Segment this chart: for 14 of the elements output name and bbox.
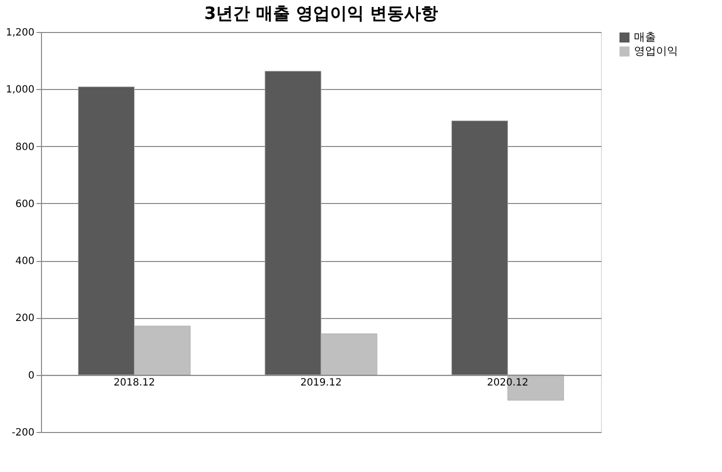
legend-label: 매출 [634,30,656,44]
x-tick-label: 2020.12 [486,377,528,388]
y-tick-label: 1,200 [6,28,34,38]
y-tick-label: 0 [28,370,34,382]
y-tick-label: 400 [15,256,34,268]
y-tick-label: -200 [12,428,34,438]
y-tick-label: 1,000 [6,84,34,96]
x-tick-label: 2018.12 [114,377,156,388]
legend-label: 영업이익 [634,44,678,58]
y-tick-label: 600 [15,198,34,210]
y-tick-label: 200 [15,313,34,324]
y-tick-label: 800 [15,142,34,153]
chart-title: 3년간 매출 영업이익 변동사항 [204,4,438,24]
x-tick-label: 2019.12 [300,377,342,388]
